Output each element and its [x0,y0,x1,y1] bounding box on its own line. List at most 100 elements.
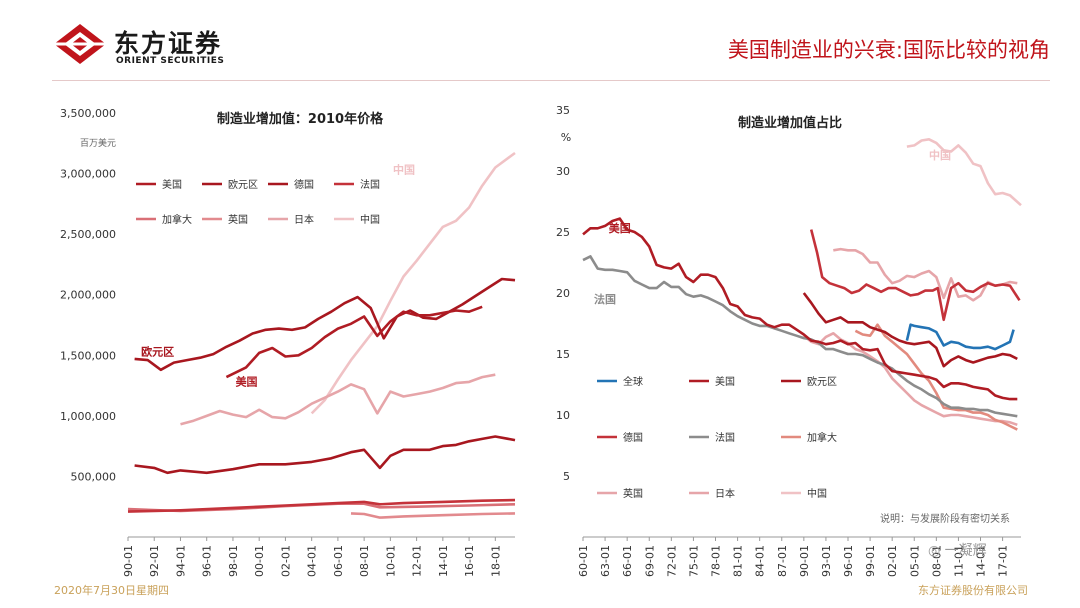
legend-label: 日本 [715,487,735,500]
x-tick-label: 12-01 [411,545,424,577]
x-tick-label: 63-01 [599,545,612,577]
series-line-英国 [350,512,516,519]
logo-english-text: ORIENT SECURITIES [116,56,225,66]
x-tick-label: 94-01 [174,545,187,577]
y-axis-unit: % [561,131,571,144]
y-tick-label: 15 [556,348,570,361]
annotation-label: 欧元区 [141,344,174,358]
x-tick-label: 90-01 [798,545,811,577]
x-tick-label: 99-01 [864,545,877,577]
x-tick-label: 04-01 [306,545,319,577]
series-line-法国 [582,255,1018,418]
y-tick-label: 25 [556,226,570,239]
x-tick-label: 81-01 [732,545,745,577]
legend-label: 德国 [623,431,643,444]
x-tick-label: 96-01 [842,545,855,577]
legend-label: 美国 [715,375,735,388]
y-tick-label: 3,000,000 [60,168,116,181]
watermark-icon: ◎ [928,543,941,559]
legend-label: 欧元区 [807,376,837,388]
chart-title: 制造业增加值：2010年价格 [217,111,384,127]
x-tick-label: 93-01 [820,545,833,577]
annotation-label: 法国 [594,292,616,306]
chart-note: 说明：与发展阶段有密切关系 [880,512,1010,525]
header-divider [52,80,1050,81]
legend-label: 美国 [162,178,182,191]
x-tick-label: 11-01 [952,545,965,577]
series-line-美国 [225,305,483,379]
x-tick-label: 18-01 [489,545,502,577]
x-tick-label: 84-01 [754,545,767,577]
x-tick-label: 98-01 [227,545,240,577]
x-tick-label: 60-01 [577,545,590,577]
chart-title: 制造业增加值占比 [738,115,842,131]
x-tick-label: 17-01 [997,545,1010,577]
legend-label: 英国 [228,213,248,226]
y-tick-label: 20 [556,287,570,300]
y-tick-label: 500,000 [71,470,117,483]
legend-label: 日本 [294,213,314,226]
legend-label: 全球 [623,375,643,388]
x-tick-label: 08-01 [930,545,943,577]
legend-label: 中国 [807,487,827,500]
x-tick-label: 10-01 [384,545,397,577]
y-tick-label: 5 [563,470,570,483]
y-tick-label: 1,500,000 [60,349,116,362]
x-tick-label: 72-01 [665,545,678,577]
y-tick-label: 2,500,000 [60,228,116,241]
x-tick-label: 96-01 [201,545,214,577]
series-line-日本 [833,247,1018,302]
y-tick-label: 30 [556,165,570,178]
legend-label: 加拿大 [807,431,837,444]
legend-label: 法国 [360,178,380,191]
footer-date: 2020年7月30日星期四 [54,584,169,597]
x-tick-label: 69-01 [643,545,656,577]
annotation-label: 中国 [393,163,415,177]
series-line-美国 [582,217,1018,401]
x-tick-label: 06-01 [332,545,345,577]
series-line-法国 [127,498,516,513]
series-line-日本 [180,373,496,426]
logo-diamond-icon [54,24,106,64]
annotation-label: 美国 [236,375,258,389]
legend-label: 中国 [360,213,380,226]
x-tick-label: 14-01 [975,545,988,577]
legend-label: 英国 [623,487,643,500]
series-line-中国 [310,151,516,415]
series-line-中国 [906,138,1022,207]
company-logo: 东方证券 ORIENT SECURITIES [52,22,262,72]
annotation-label: 美国 [609,221,631,235]
x-tick-label: 78-01 [710,545,723,577]
y-tick-label: 35 [556,104,570,117]
logo-chinese-text: 东方证券 [114,29,223,58]
legend-label: 欧元区 [228,179,258,191]
x-tick-label: 90-01 [122,545,135,577]
y-tick-label: 10 [556,409,570,422]
x-tick-label: 05-01 [908,545,921,577]
legend-label: 法国 [715,431,735,444]
x-tick-label: 66-01 [621,545,634,577]
x-tick-label: 00-01 [253,545,266,577]
footer-company: 东方证券股份有限公司 [918,584,1028,597]
watermark: ◎ 一凝辉 [928,540,987,560]
x-tick-label: 02-01 [886,545,899,577]
annotation-label: 中国 [929,148,951,162]
legend-label: 加拿大 [162,213,192,226]
x-tick-label: 87-01 [776,545,789,577]
series-line-全球 [905,323,1015,351]
page-title: 美国制造业的兴衰:国际比较的视角 [727,38,1050,62]
y-tick-label: 2,000,000 [60,289,116,302]
y-tick-label: 1,000,000 [60,410,116,423]
y-tick-label: 3,500,000 [60,107,116,120]
x-tick-label: 92-01 [148,545,161,577]
watermark-text: 一凝辉 [944,543,987,559]
x-tick-label: 14-01 [437,545,450,577]
x-tick-label: 02-01 [279,545,292,577]
y-axis-unit: 百万美元 [80,137,116,149]
series-line-德国 [134,435,516,475]
legend-label: 德国 [294,178,314,191]
series-line-欧元区 [802,292,1018,368]
x-tick-label: 16-01 [463,545,476,577]
